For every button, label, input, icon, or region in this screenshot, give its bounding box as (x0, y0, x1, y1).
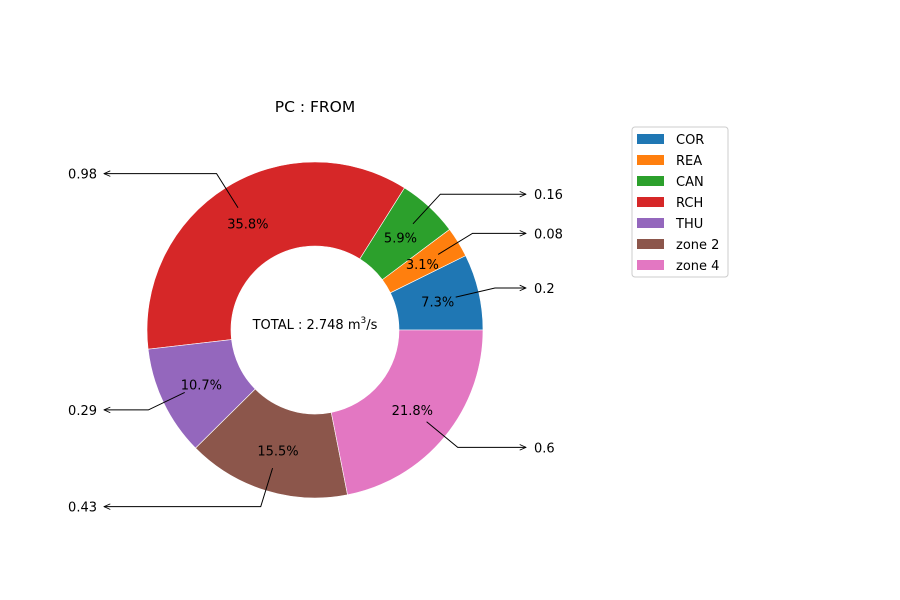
callout-line-can (412, 194, 526, 225)
legend-swatch-rch (637, 197, 664, 207)
slice-zone-4 (330, 329, 484, 496)
legend-swatch-thu (637, 218, 664, 228)
center-total-suffix: /s (366, 318, 377, 333)
callout-line-rea (437, 233, 526, 255)
percent-label-rch: 35.8% (227, 217, 268, 232)
legend: COR REA CAN RCH THU zone 2 zone 4 (631, 126, 729, 278)
value-label-zone-4: 0.6 (534, 441, 555, 456)
legend-label-zone-4: zone 4 (676, 259, 719, 274)
center-total-label: TOTAL : 2.748 m3/s (252, 316, 378, 333)
chart-title: PC : FROM (275, 98, 356, 116)
percent-label-zone-4: 21.8% (392, 404, 433, 419)
value-label-cor: 0.2 (534, 282, 555, 297)
callout-line-cor (455, 288, 526, 298)
value-label-can: 0.16 (534, 188, 563, 203)
percent-label-rea: 3.1% (406, 258, 439, 273)
legend-swatch-zone-2 (637, 239, 664, 249)
legend-label-thu: THU (675, 217, 703, 232)
slice-zone-2 (195, 388, 348, 499)
percent-label-cor: 7.3% (421, 295, 454, 310)
value-label-thu: 0.29 (68, 404, 97, 419)
legend-label-cor: COR (676, 133, 704, 148)
percent-label-can: 5.9% (384, 231, 417, 246)
value-label-rea: 0.08 (534, 227, 563, 242)
legend-label-rea: REA (676, 154, 702, 169)
percent-label-zone-2: 15.5% (257, 444, 298, 459)
legend-swatch-can (637, 176, 664, 186)
legend-label-rch: RCH (676, 196, 703, 211)
callout-line-rch (104, 174, 239, 208)
slice-rch (146, 161, 405, 350)
legend-swatch-cor (637, 134, 664, 144)
center-total-prefix: TOTAL : 2.748 m (252, 318, 361, 333)
center-total-superscript: 3 (361, 316, 367, 326)
value-label-rch: 0.98 (68, 168, 97, 183)
legend-swatch-rea (637, 155, 664, 165)
value-callouts-group: 0.2 0.08 0.16 0.98 0.29 0.43 0.6 (68, 168, 563, 516)
legend-label-zone-2: zone 2 (676, 238, 719, 253)
value-label-zone-2: 0.43 (68, 501, 97, 516)
legend-swatch-zone-4 (637, 260, 664, 270)
legend-label-can: CAN (676, 175, 704, 190)
percent-label-thu: 10.7% (181, 378, 222, 393)
callout-line-thu (104, 392, 185, 409)
callout-line-zone-2 (104, 467, 274, 507)
slices-group (146, 161, 484, 499)
callout-line-zone-4 (426, 421, 526, 448)
percent-labels-group: 7.3% 3.1% 5.9% 35.8% 10.7% 15.5% 21.8% (181, 217, 454, 459)
